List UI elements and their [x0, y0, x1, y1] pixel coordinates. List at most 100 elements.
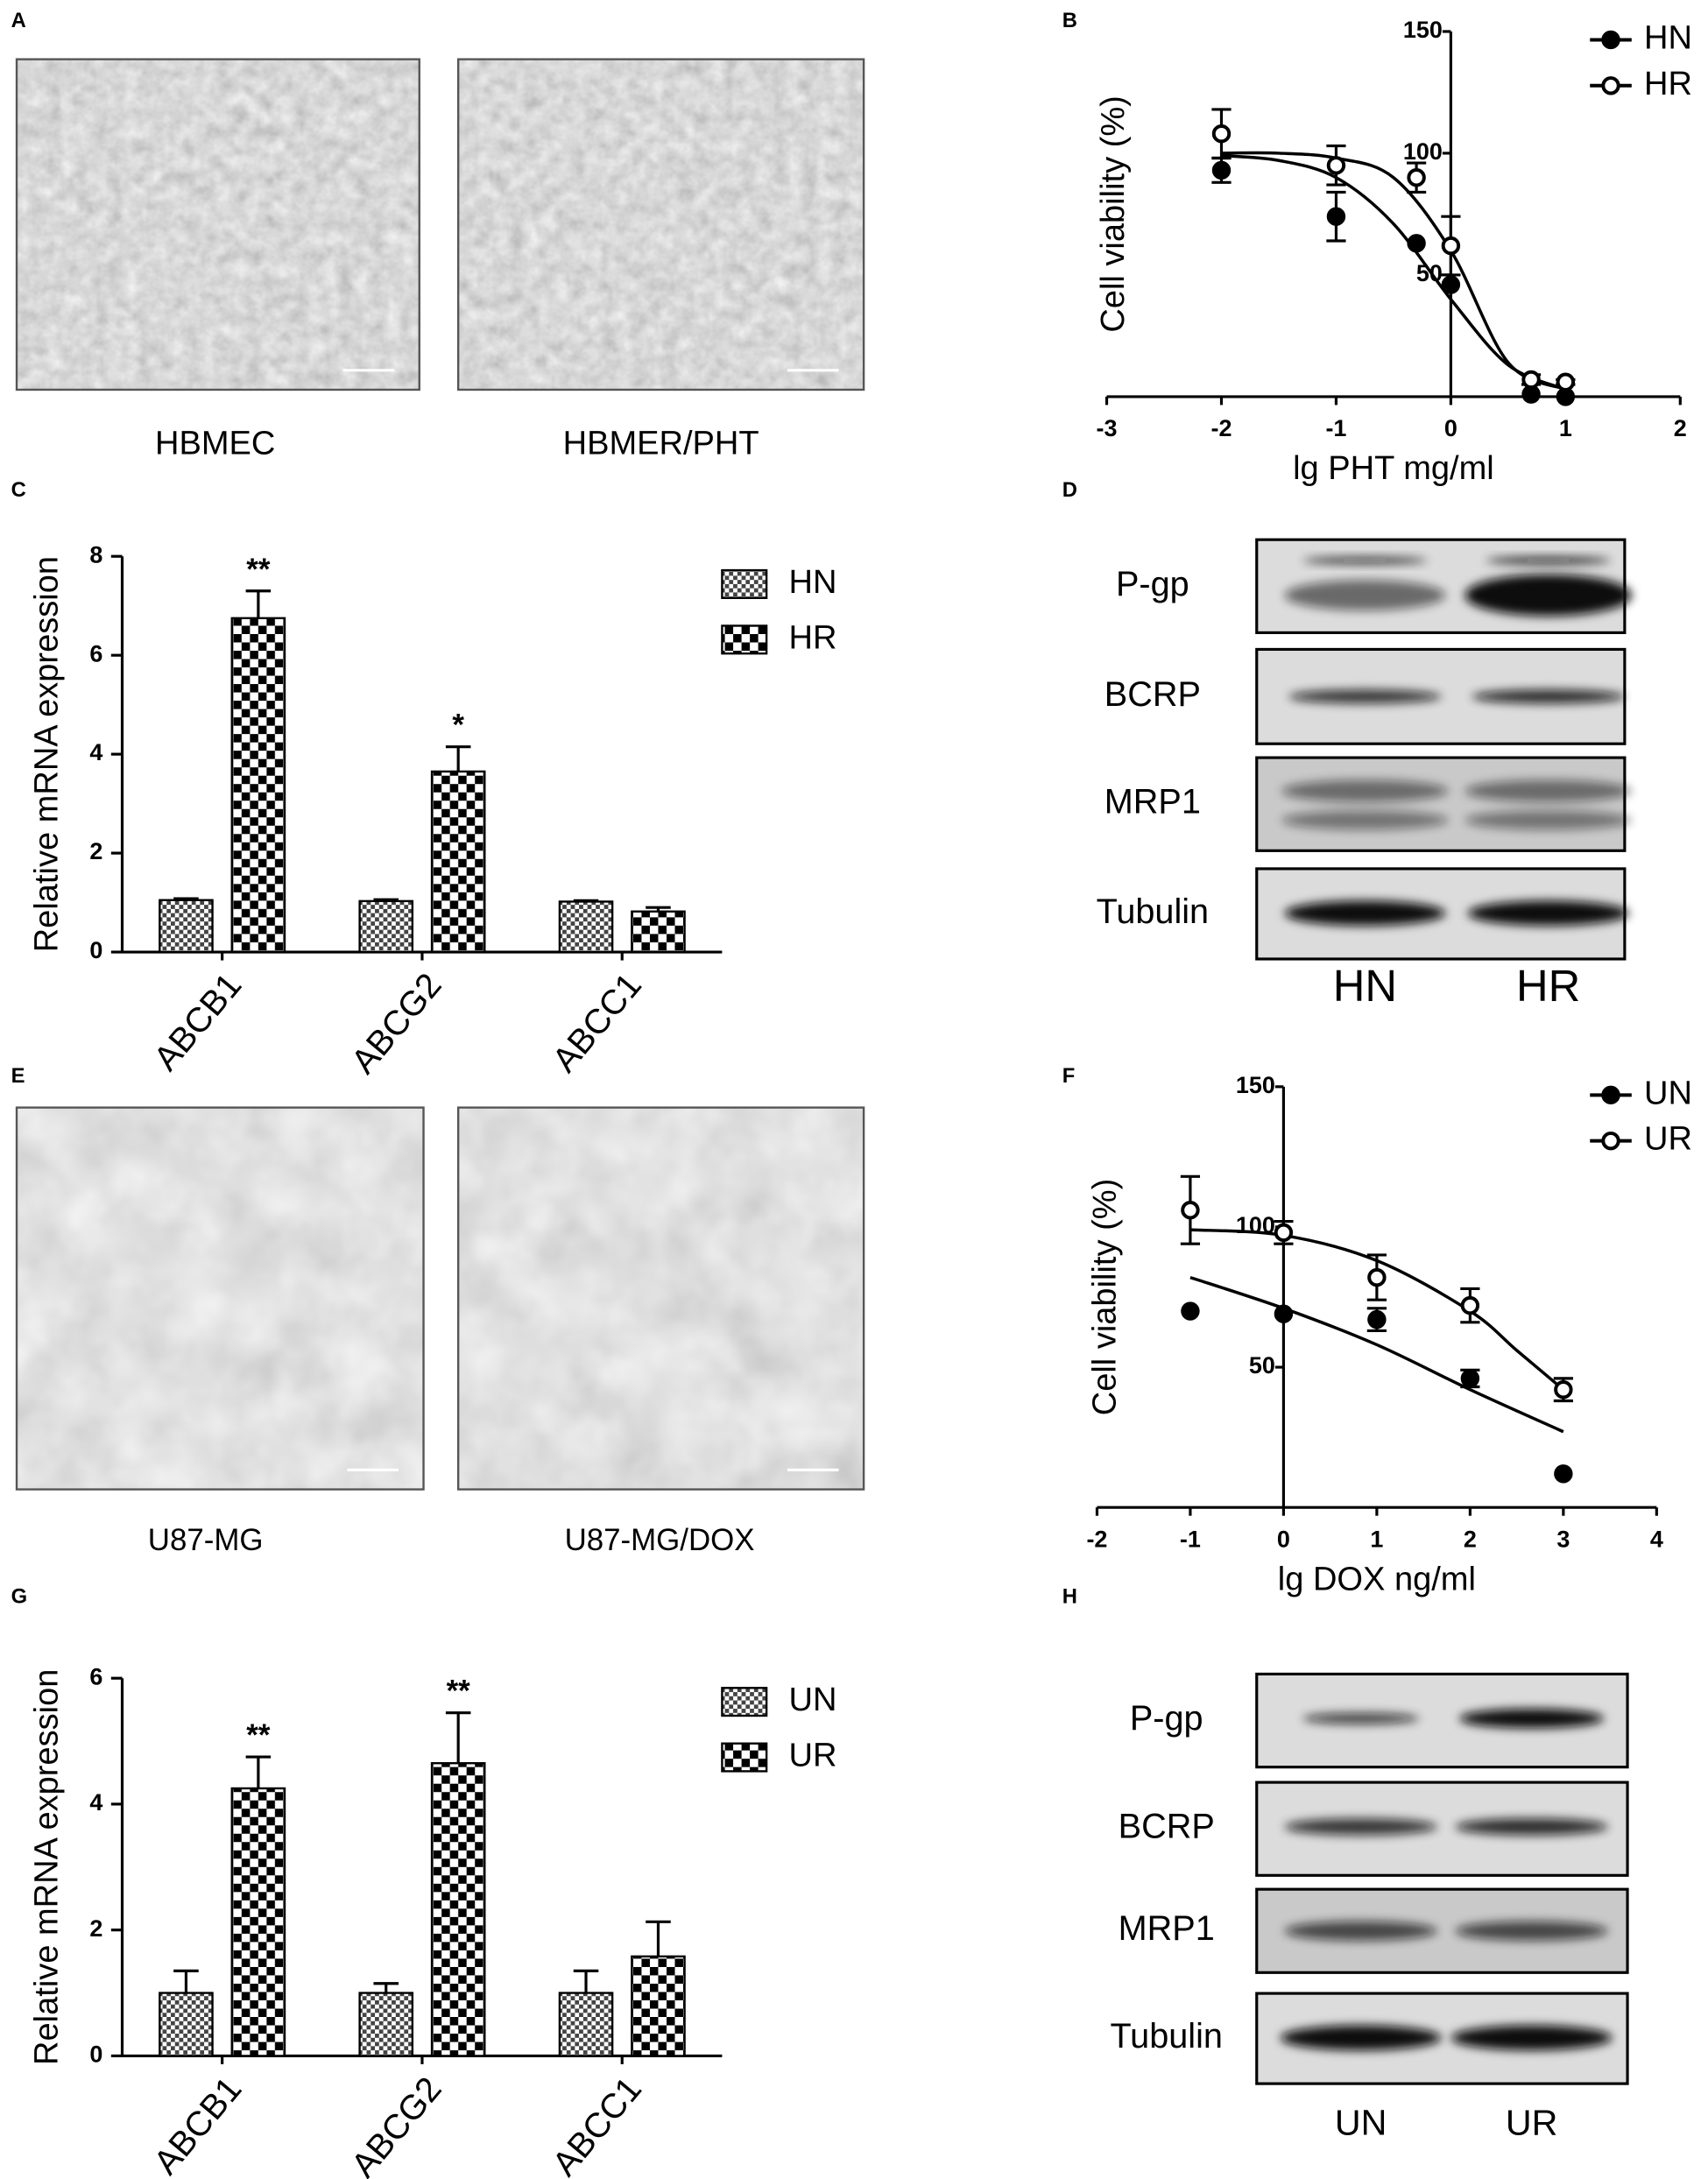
data-point [1181, 1201, 1200, 1220]
legend-swatch [721, 1687, 768, 1717]
x-tick-label: -3 [1097, 415, 1118, 441]
data-point [1181, 1301, 1200, 1321]
y-tick-label: 2 [89, 1915, 102, 1942]
y-axis-title: Relative mRNA expression [29, 1669, 66, 2065]
image-caption: U87-MG/DOX [565, 1523, 755, 1557]
micrograph-frame [456, 1106, 865, 1491]
bar [430, 1762, 486, 2057]
data-point [1367, 1267, 1387, 1287]
legend-label: HN [1644, 20, 1692, 57]
panel-label: H [1062, 1585, 1077, 1609]
bar [631, 1955, 686, 2057]
x-tick-label: 0 [1277, 1526, 1290, 1552]
data-point [1554, 1379, 1573, 1400]
panel-label: B [1062, 9, 1077, 32]
data-point [1554, 1464, 1573, 1484]
protein-label: P-gp [1116, 565, 1189, 603]
x-tick-label: 1 [1559, 415, 1572, 441]
x-tick-label: 4 [1650, 1526, 1663, 1552]
x-tick-label: -1 [1325, 415, 1346, 441]
fit-curve [1221, 151, 1567, 391]
y-tick-label: 150 [1403, 17, 1443, 43]
blot-band [1302, 557, 1428, 564]
x-tick-label: 3 [1556, 1526, 1570, 1552]
fit-curve [1189, 1228, 1564, 1392]
panel-label: E [11, 1064, 25, 1088]
lane-label: UN [1335, 2103, 1387, 2143]
image-caption: U87-MG [148, 1523, 264, 1557]
x-tick-label: ABCC1 [545, 2070, 649, 2179]
blot-band [1459, 1709, 1605, 1729]
blot-band [1280, 2025, 1442, 2051]
data-point [1274, 1304, 1294, 1323]
significance-label: ** [246, 553, 271, 587]
x-tick-label: -2 [1086, 1526, 1107, 1552]
data-point [1460, 1295, 1480, 1315]
bar [358, 899, 414, 954]
legend-label: HR [1644, 66, 1692, 102]
panel-label: D [1062, 478, 1077, 502]
protein-label: BCRP [1119, 1808, 1215, 1846]
blot-band [1472, 689, 1625, 704]
data-point [1211, 160, 1232, 180]
fit-curve [1189, 1275, 1564, 1434]
y-tick-label: 100 [1403, 138, 1443, 165]
legend-swatch [721, 1742, 768, 1773]
legend-label: UN [788, 1682, 836, 1718]
bar [159, 1992, 214, 2057]
x-tick-label: 1 [1370, 1526, 1383, 1552]
protein-label: MRP1 [1119, 1909, 1215, 1948]
x-tick-label: 2 [1674, 415, 1687, 441]
micrograph-frame [15, 1106, 425, 1491]
significance-label: ** [447, 1675, 471, 1709]
blot-band [1284, 1921, 1437, 1941]
x-tick-label: 0 [1444, 415, 1457, 441]
significance-label: * [452, 709, 464, 743]
y-axis-title: Cell viability (%) [1087, 1179, 1124, 1416]
x-axis-title: lg PHT mg/ml [1293, 450, 1494, 487]
x-tick-label: -1 [1180, 1526, 1201, 1552]
image-caption: HBMER/PHT [563, 425, 759, 462]
legend-marker [1601, 76, 1620, 95]
y-axis-title: Cell viability (%) [1095, 95, 1132, 332]
bar [358, 1992, 414, 2057]
x-tick-label: ABCB1 [146, 966, 249, 1078]
y-tick-label: 50 [1249, 1352, 1275, 1379]
x-tick-label: ABCC1 [545, 966, 649, 1080]
protein-label: MRP1 [1105, 783, 1201, 822]
lane-label: HN [1333, 961, 1397, 1011]
y-tick-label: 4 [89, 739, 102, 765]
blot-band [1465, 779, 1632, 802]
legend-marker [1601, 30, 1620, 50]
blot-band [1467, 900, 1629, 926]
x-tick-label: ABCG2 [344, 2070, 449, 2179]
data-point [1556, 372, 1576, 391]
blot-band [1302, 1712, 1420, 1724]
micrograph [17, 1107, 424, 1490]
lane-label: UR [1506, 2103, 1558, 2143]
blot-band [1284, 900, 1446, 926]
blot-band [1288, 689, 1442, 704]
blot-band [1450, 2025, 1613, 2051]
legend-marker [1601, 1131, 1620, 1151]
blot-band [1284, 1818, 1437, 1836]
blot-band [1455, 1921, 1608, 1941]
bar [159, 899, 214, 954]
y-tick-label: 0 [89, 937, 102, 963]
data-point [1326, 207, 1346, 226]
blot-band [1455, 1818, 1608, 1836]
panel-label: G [11, 1585, 27, 1609]
bar [230, 1787, 286, 2057]
fit-curve [1221, 153, 1567, 391]
y-tick-label: 2 [89, 838, 102, 864]
protein-label: Tubulin [1097, 892, 1210, 931]
y-axis-title: Relative mRNA expression [29, 556, 66, 952]
protein-label: P-gp [1130, 1699, 1203, 1738]
y-tick-label: 6 [89, 1663, 102, 1689]
bar [230, 617, 286, 954]
micrograph [458, 1107, 865, 1490]
blot-band [1281, 779, 1449, 802]
legend-swatch [721, 568, 768, 599]
micrograph-frame [456, 58, 865, 391]
data-point [1460, 1369, 1480, 1388]
